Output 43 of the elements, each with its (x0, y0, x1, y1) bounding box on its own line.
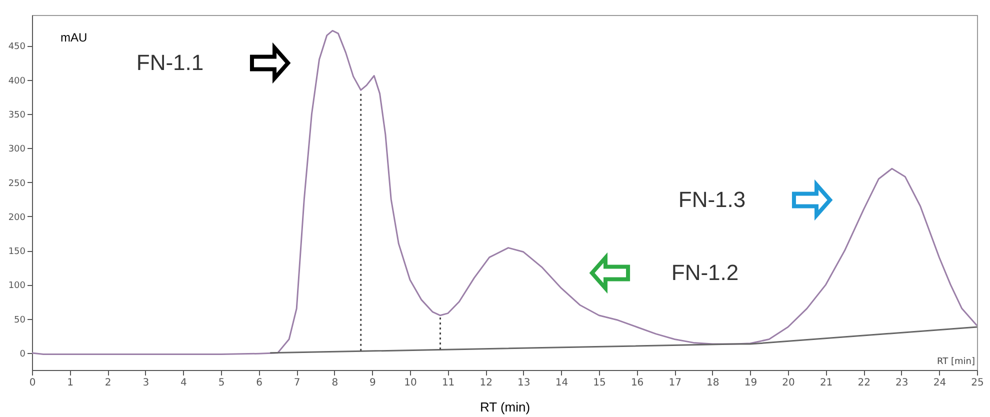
x-tick-label: 6 (256, 378, 262, 388)
x-tick-label: 17 (668, 378, 682, 388)
x-tick-label: 7 (294, 378, 300, 388)
y-tick-label: 50 (14, 315, 26, 326)
x-tick-label: 2 (104, 378, 112, 388)
x-tick-label: 14 (555, 378, 568, 388)
annotation: FN-1.2 (671, 260, 739, 285)
y-axis-title: mAU (60, 30, 88, 44)
x-tick-label: 8 (332, 378, 338, 388)
x-tick-label: 5 (218, 378, 225, 388)
x-tick-label: 9 (370, 378, 376, 388)
x-axis-title: RT (min) (480, 400, 530, 414)
y-tick-label: 450 (8, 42, 26, 52)
y-tick-label: 150 (8, 247, 26, 258)
x-tick-label: 3 (142, 378, 150, 388)
y-tick-label: 0 (20, 349, 26, 360)
x-tick-label: 25 (971, 378, 984, 388)
x-tick-label: 18 (706, 378, 720, 388)
x-tick-label: 4 (180, 378, 187, 388)
y-tick-label: 250 (8, 178, 26, 189)
y-tick-label: 350 (8, 110, 26, 120)
x-tick-label: 16 (630, 378, 644, 388)
x-tick-label: 0 (29, 378, 36, 388)
annotation: FN-1.3 (678, 187, 746, 212)
x-tick-label: 20 (782, 378, 795, 388)
x-tick-label: 15 (593, 378, 606, 388)
x-tick-label: 13 (518, 378, 530, 388)
x-tick-label: 10 (404, 378, 417, 388)
x-tick-label: 21 (820, 378, 833, 388)
x-tick-label: 23 (896, 378, 908, 388)
line-series (32, 30, 977, 356)
y-tick-label: 400 (8, 76, 26, 86)
annotation: FN-1.1 (136, 50, 204, 75)
y-tick-label: 300 (8, 144, 26, 155)
x-tick-label: 1 (67, 378, 74, 388)
y-tick-label: 100 (8, 281, 26, 292)
x-tick-label: 11 (442, 378, 455, 388)
x-tick-label: 22 (858, 378, 870, 388)
annotation: RT [min] (937, 357, 975, 367)
x-tick-label: 12 (480, 378, 492, 388)
x-tick-label: 19 (744, 378, 758, 388)
x-tick-label: 24 (933, 378, 946, 388)
y-tick-label: 200 (8, 212, 26, 223)
